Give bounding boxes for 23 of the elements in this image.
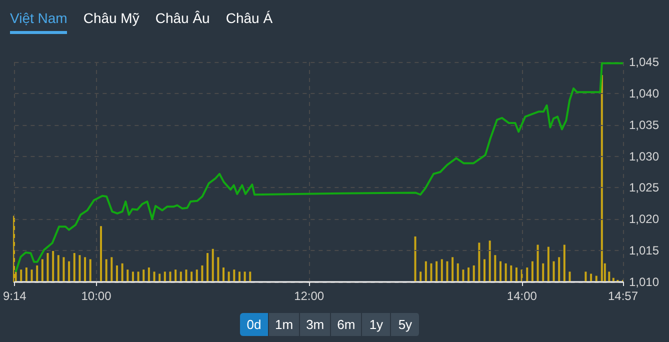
x-tick-label: 10:00 bbox=[81, 289, 112, 303]
text: Việt Nam bbox=[10, 10, 68, 34]
text: 0d bbox=[240, 313, 269, 336]
y-tick-label: 1,040 bbox=[629, 86, 660, 100]
y-tick-label: 1,015 bbox=[629, 244, 660, 258]
y-tick-label: 1,030 bbox=[629, 149, 660, 164]
x-tick-label: 9:14 bbox=[3, 289, 27, 303]
text: 1y bbox=[362, 313, 392, 336]
y-tick-label: 1,035 bbox=[629, 118, 660, 132]
text: 3m bbox=[300, 313, 332, 336]
x-tick-label: 12:00 bbox=[294, 289, 324, 303]
text: 6m bbox=[331, 313, 362, 336]
text: Châu Mỹ bbox=[83, 10, 140, 28]
text: Châu Á bbox=[226, 10, 273, 28]
x-tick-label: 14:00 bbox=[506, 289, 538, 303]
y-tick-label: 1,025 bbox=[629, 180, 660, 195]
x-tick-label: 14:57 bbox=[608, 289, 638, 303]
text: Châu Âu bbox=[155, 10, 210, 28]
y-tick-label: 1,010 bbox=[629, 275, 660, 289]
text: 1m bbox=[269, 313, 300, 336]
text: 5y bbox=[391, 313, 420, 336]
y-tick-label: 1,020 bbox=[629, 212, 660, 226]
y-tick-label: 1,045 bbox=[629, 55, 660, 69]
